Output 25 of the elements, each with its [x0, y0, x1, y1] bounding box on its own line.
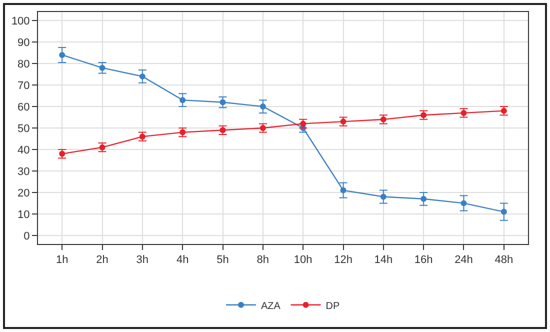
x-tick-label: 48h [494, 254, 514, 266]
x-tick-label: 16h [414, 254, 433, 266]
x-tick-label: 1h [56, 254, 68, 266]
y-tick-label: 0 [24, 230, 30, 242]
y-tick-label: 50 [18, 122, 30, 135]
y-tick-label: 60 [18, 101, 30, 114]
x-tick-label: 8h [256, 254, 270, 266]
x-tick-label: 4h [176, 254, 189, 266]
x-tick-label: 3h [136, 254, 149, 266]
x-tick-label: 5h [216, 254, 229, 266]
x-tick-label: 12h [334, 254, 352, 266]
y-tick-label: 70 [18, 80, 30, 92]
x-tick-label: 2h [96, 254, 108, 266]
legend-label: AZA [261, 300, 281, 312]
y-tick-label: 20 [18, 187, 30, 200]
y-tick-label: 10 [18, 208, 30, 221]
y-tick-label: 90 [18, 36, 30, 49]
y-tick-label: 40 [18, 144, 30, 156]
y-tick-label: 80 [18, 58, 30, 70]
y-tick-label: 30 [18, 166, 30, 178]
x-tick-label: 14h [374, 254, 393, 266]
x-tick-label: 24h [454, 254, 473, 266]
x-tick-label: 10h [294, 254, 312, 266]
y-tick-label: 100 [11, 15, 30, 28]
legend-label: DP [326, 300, 340, 312]
